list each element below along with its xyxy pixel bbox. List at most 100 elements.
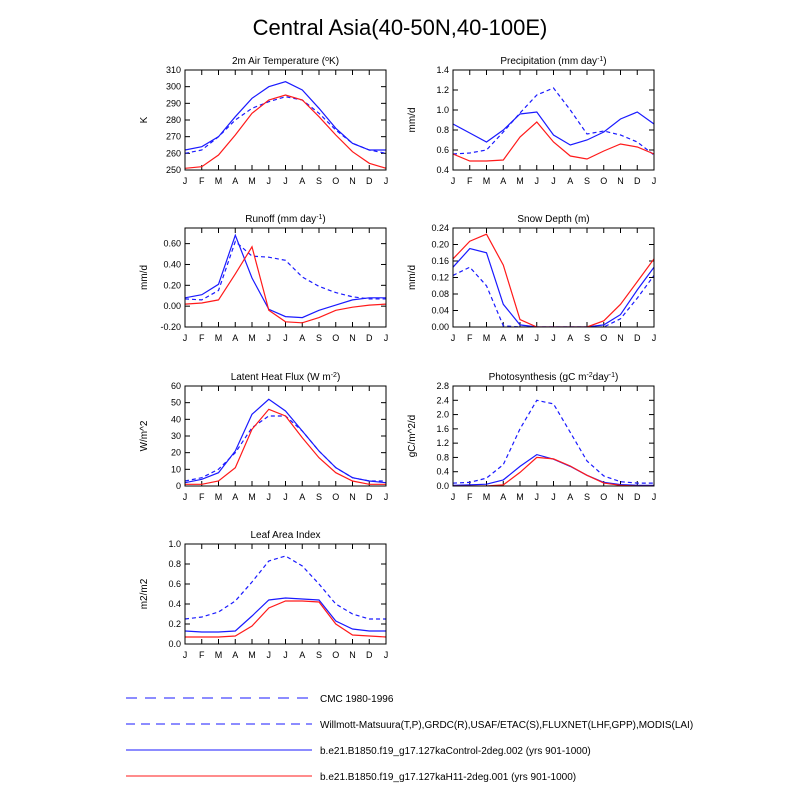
- y-tick-label: 0: [176, 481, 181, 491]
- x-tick-label: A: [567, 333, 573, 343]
- x-tick-label: F: [199, 492, 205, 502]
- x-tick-label: M: [516, 492, 524, 502]
- y-tick-label: 0.8: [436, 452, 449, 462]
- legend-label: b.e21.B1850.f19_g17.127kaH11-2deg.001 (y…: [320, 772, 576, 783]
- x-tick-label: J: [451, 333, 456, 343]
- x-tick-label: N: [617, 176, 624, 186]
- y-tick-label: 1.2: [436, 85, 449, 95]
- x-tick-label: M: [248, 492, 256, 502]
- panel-title: Latent Heat Flux (W m-2): [231, 372, 341, 384]
- y-tick-label: 260: [166, 148, 181, 158]
- x-tick-label: S: [316, 650, 322, 660]
- x-tick-label: M: [516, 333, 524, 343]
- y-tick-label: 0.8: [168, 559, 181, 569]
- x-tick-label: S: [316, 176, 322, 186]
- x-tick-label: M: [215, 492, 223, 502]
- x-tick-label: J: [183, 333, 188, 343]
- panel-title: Runoff (mm day-1): [245, 214, 326, 226]
- panel-frame: [452, 227, 655, 328]
- x-tick-label: D: [634, 333, 641, 343]
- y-tick-label: 280: [166, 115, 181, 125]
- y-tick-label: 50: [171, 398, 181, 408]
- x-tick-label: J: [551, 176, 556, 186]
- x-tick-label: M: [483, 176, 491, 186]
- x-tick-label: A: [299, 492, 305, 502]
- x-tick-label: O: [600, 176, 607, 186]
- x-tick-label: F: [467, 176, 473, 186]
- series-line-h11: [453, 233, 654, 327]
- y-axis-label: mm/d: [407, 265, 418, 290]
- x-tick-label: M: [248, 333, 256, 343]
- x-tick-label: J: [451, 492, 456, 502]
- y-tick-label: 0.4: [436, 165, 449, 175]
- y-tick-label: 0.4: [436, 467, 449, 477]
- series-line-obs: [185, 240, 386, 301]
- series-line-obs: [453, 399, 654, 484]
- y-tick-label: 0.0: [168, 639, 181, 649]
- figure-title: Central Asia(40-50N,40-100E): [253, 15, 548, 40]
- legend: CMC 1980-1996 Willmott-Matsuura(T,P),GRDC…: [126, 694, 693, 783]
- y-tick-label: 0.60: [163, 239, 181, 249]
- y-tick-label: 0.40: [163, 259, 181, 269]
- x-tick-label: N: [617, 333, 624, 343]
- x-tick-label: J: [551, 333, 556, 343]
- x-tick-label: J: [384, 176, 389, 186]
- y-axis-label: mm/d: [407, 108, 418, 133]
- x-tick-label: A: [567, 176, 573, 186]
- x-tick-label: A: [232, 333, 238, 343]
- y-axis-label: W/m^2: [139, 420, 150, 451]
- x-tick-label: O: [332, 176, 339, 186]
- y-tick-label: 2.8: [436, 381, 449, 391]
- x-tick-label: J: [267, 176, 272, 186]
- x-tick-label: A: [500, 492, 506, 502]
- y-tick-label: 0.20: [431, 240, 449, 250]
- x-tick-label: M: [215, 333, 223, 343]
- y-tick-label: 30: [171, 431, 181, 441]
- y-tick-label: 0.2: [168, 619, 181, 629]
- series-line-obs: [453, 87, 654, 156]
- x-tick-label: D: [366, 333, 373, 343]
- y-tick-label: 40: [171, 414, 181, 424]
- panel-gpp: Photosynthesis (gC m-2day-1) gC/m^2/d 0.0 0…: [407, 372, 656, 503]
- y-axis-label: K: [139, 116, 150, 123]
- panel-title: Leaf Area Index: [250, 530, 320, 541]
- x-tick-label: O: [600, 492, 607, 502]
- x-tick-label: N: [617, 492, 624, 502]
- panel-frame: [452, 385, 655, 487]
- x-tick-label: J: [384, 650, 389, 660]
- series-line-obs: [185, 415, 386, 482]
- x-tick-label: F: [467, 492, 473, 502]
- y-tick-label: 250: [166, 165, 181, 175]
- legend-label: Willmott-Matsuura(T,P),GRDC(R),USAF/ETAC…: [320, 720, 693, 731]
- x-tick-label: J: [283, 176, 288, 186]
- x-tick-label: J: [535, 333, 540, 343]
- series-line-h11: [185, 408, 386, 485]
- x-tick-label: O: [332, 333, 339, 343]
- y-tick-label: 0.20: [163, 280, 181, 290]
- x-tick-label: J: [283, 492, 288, 502]
- x-tick-label: S: [584, 176, 590, 186]
- series-line-control: [185, 597, 386, 633]
- y-tick-label: 0.00: [431, 322, 449, 332]
- series-line-control: [453, 247, 654, 327]
- x-tick-label: J: [183, 492, 188, 502]
- panel-title: Snow Depth (m): [517, 214, 589, 225]
- series-line-h11: [453, 456, 654, 486]
- series-line-control: [185, 398, 386, 484]
- x-tick-label: D: [366, 492, 373, 502]
- x-tick-label: J: [183, 176, 188, 186]
- x-tick-label: A: [299, 176, 305, 186]
- y-tick-label: 0.12: [431, 273, 449, 283]
- x-tick-label: D: [366, 176, 373, 186]
- x-tick-label: J: [652, 176, 657, 186]
- x-tick-label: J: [652, 333, 657, 343]
- y-axis-label: gC/m^2/d: [407, 415, 418, 458]
- x-tick-label: J: [652, 492, 657, 502]
- panel-snow: Snow Depth (m) mm/d 0.00 0.04 0.08 0.12 0.16 0.…: [407, 214, 656, 343]
- x-tick-label: S: [584, 333, 590, 343]
- x-tick-label: A: [299, 333, 305, 343]
- x-tick-label: A: [500, 333, 506, 343]
- x-tick-label: N: [349, 333, 356, 343]
- y-tick-label: 0.04: [431, 306, 449, 316]
